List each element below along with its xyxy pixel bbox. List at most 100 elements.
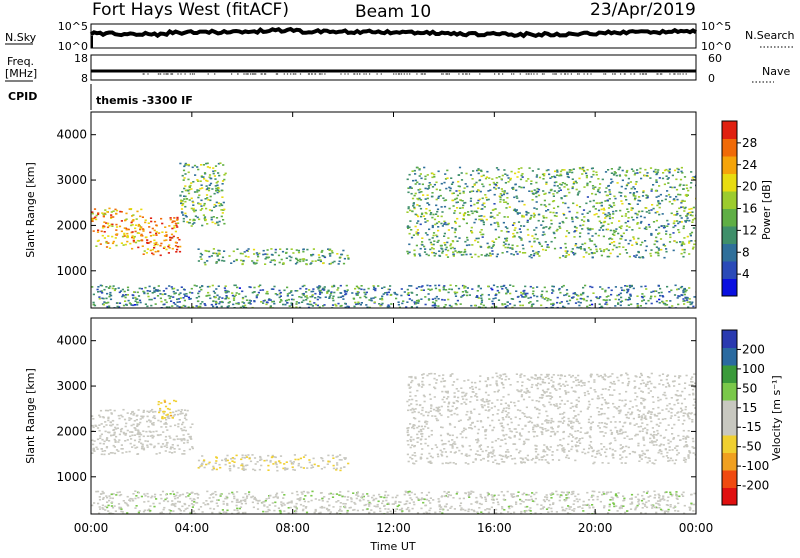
echo-cell xyxy=(539,378,541,380)
echo-cell xyxy=(97,427,99,429)
echo-cell xyxy=(107,227,109,229)
nave-dot xyxy=(422,74,423,75)
echo-cell xyxy=(545,376,547,378)
echo-cell xyxy=(666,455,668,457)
echo-cell xyxy=(466,245,468,247)
echo-cell xyxy=(578,305,580,307)
echo-cell xyxy=(600,306,602,308)
echo-cell xyxy=(687,213,689,215)
echo-cell xyxy=(204,220,206,222)
echo-cell xyxy=(478,238,480,240)
echo-cell xyxy=(351,292,353,294)
echo-cell xyxy=(514,305,516,307)
echo-cell xyxy=(220,209,222,211)
echo-cell xyxy=(134,447,136,449)
echo-cell xyxy=(536,408,538,410)
echo-cell xyxy=(566,455,568,457)
echo-cell xyxy=(535,234,537,236)
echo-cell xyxy=(411,444,413,446)
echo-cell xyxy=(629,294,631,296)
echo-cell xyxy=(589,238,591,240)
echo-cell xyxy=(436,447,438,449)
echo-cell xyxy=(488,298,490,300)
echo-cell xyxy=(180,411,182,413)
echo-cell xyxy=(644,175,646,177)
echo-cell xyxy=(524,416,526,418)
echo-cell xyxy=(163,413,165,415)
echo-cell xyxy=(131,425,133,427)
echo-cell xyxy=(430,398,432,400)
range-tick-label: 1000 xyxy=(56,264,87,278)
echo-cell xyxy=(559,292,561,294)
nave-dot xyxy=(147,74,148,75)
echo-cell xyxy=(491,441,493,443)
echo-cell xyxy=(137,453,139,455)
echo-cell xyxy=(624,174,626,176)
echo-cell xyxy=(114,453,116,455)
echo-cell xyxy=(246,456,248,458)
echo-cell xyxy=(205,250,207,252)
echo-cell xyxy=(542,174,544,176)
echo-cell xyxy=(518,171,520,173)
echo-cell xyxy=(560,189,562,191)
echo-cell xyxy=(622,170,624,172)
nave-dot xyxy=(265,74,266,75)
echo-cell xyxy=(122,448,124,450)
echo-cell xyxy=(656,196,658,198)
echo-cell xyxy=(529,218,531,220)
nave-dot xyxy=(348,74,349,75)
echo-cell xyxy=(447,463,449,465)
nave-dot xyxy=(255,74,256,75)
echo-cell xyxy=(216,469,218,471)
echo-cell xyxy=(536,378,538,380)
echo-cell xyxy=(165,406,167,408)
echo-cell xyxy=(431,434,433,436)
echo-cell xyxy=(609,376,611,378)
echo-cell xyxy=(512,224,514,226)
echo-cell xyxy=(223,223,225,225)
echo-cell xyxy=(196,179,198,181)
echo-cell xyxy=(148,226,150,228)
echo-cell xyxy=(450,248,452,250)
echo-cell xyxy=(551,241,553,243)
echo-cell xyxy=(256,252,258,254)
echo-cell xyxy=(650,298,652,300)
echo-cell xyxy=(340,285,342,287)
echo-cell xyxy=(583,170,585,172)
echo-cell xyxy=(148,426,150,428)
echo-cell xyxy=(469,191,471,193)
echo-cell xyxy=(545,297,547,299)
echo-cell xyxy=(539,243,541,245)
echo-cell xyxy=(424,296,426,298)
echo-cell xyxy=(365,304,367,306)
echo-cell xyxy=(601,209,603,211)
echo-cell xyxy=(533,255,535,257)
echo-cell xyxy=(533,193,535,195)
echo-cell xyxy=(406,401,408,403)
echo-cell xyxy=(176,226,178,228)
echo-cell xyxy=(339,257,341,259)
echo-cell xyxy=(359,297,361,299)
echo-cell xyxy=(106,211,108,213)
echo-cell xyxy=(664,395,666,397)
echo-cell xyxy=(246,299,248,301)
echo-cell xyxy=(609,238,611,240)
echo-cell xyxy=(655,171,657,173)
echo-cell xyxy=(215,205,217,207)
echo-cell xyxy=(650,255,652,257)
echo-cell xyxy=(434,255,436,257)
echo-cell xyxy=(110,216,112,218)
echo-cell xyxy=(423,395,425,397)
echo-cell xyxy=(491,447,493,449)
echo-cell xyxy=(122,452,124,454)
echo-cell xyxy=(691,421,693,423)
nave-dot xyxy=(680,74,681,75)
echo-cell xyxy=(173,225,175,227)
echo-cell xyxy=(552,201,554,203)
echo-cell xyxy=(684,413,686,415)
echo-cell xyxy=(655,179,657,181)
echo-cell xyxy=(187,190,189,192)
echo-cell xyxy=(299,288,301,290)
echo-cell xyxy=(108,225,110,227)
echo-cell xyxy=(441,451,443,453)
